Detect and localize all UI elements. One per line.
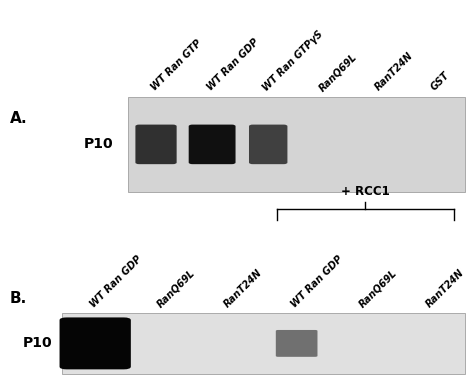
Text: RanQ69L: RanQ69L (317, 51, 359, 93)
FancyBboxPatch shape (189, 125, 236, 164)
Text: B.: B. (9, 291, 27, 306)
Text: RanQ69L: RanQ69L (155, 267, 197, 309)
Text: RanT24N: RanT24N (424, 267, 466, 309)
FancyBboxPatch shape (60, 317, 131, 369)
FancyBboxPatch shape (136, 125, 177, 164)
Text: WT Ran GDP: WT Ran GDP (290, 254, 345, 309)
FancyBboxPatch shape (276, 330, 318, 357)
Text: RanT24N: RanT24N (374, 51, 415, 93)
Text: A.: A. (9, 111, 27, 126)
Text: WT Ran GTP: WT Ran GTP (149, 38, 203, 93)
Text: P10: P10 (84, 138, 114, 151)
Text: + RCC1: + RCC1 (341, 185, 390, 199)
FancyBboxPatch shape (249, 125, 287, 164)
Text: WT Ran GDP: WT Ran GDP (88, 254, 144, 309)
Text: WT Ran GDP: WT Ran GDP (205, 37, 261, 93)
Text: RanQ69L: RanQ69L (357, 267, 399, 309)
Bar (128, 97, 465, 192)
Text: WT Ran GTPγS: WT Ran GTPγS (261, 29, 325, 93)
Text: GST: GST (429, 70, 452, 93)
Text: RanT24N: RanT24N (222, 267, 264, 309)
Bar (62, 313, 465, 374)
Text: P10: P10 (23, 336, 52, 351)
